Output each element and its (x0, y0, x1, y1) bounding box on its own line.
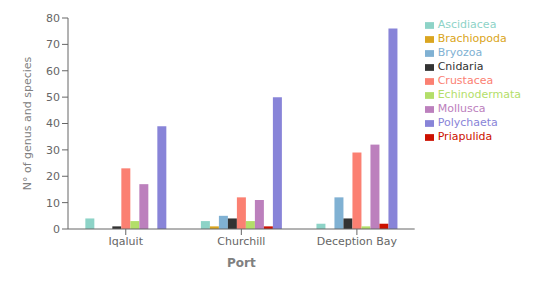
svg-text:60: 60 (46, 65, 60, 78)
svg-text:Deception Bay: Deception Bay (317, 235, 398, 248)
svg-text:0: 0 (53, 223, 60, 236)
svg-text:Iqaluit: Iqaluit (109, 235, 144, 248)
svg-text:20: 20 (46, 170, 60, 183)
html-text:Crustacea: Crustacea (437, 74, 494, 87)
svg-text:30: 30 (46, 144, 60, 157)
html-text:Ascidiacea: Ascidiacea (437, 18, 497, 31)
html-text:Polychaeta: Polychaeta (437, 116, 498, 129)
svg-text:Port: Port (227, 256, 256, 270)
html-text:Bryozoa: Bryozoa (437, 46, 483, 59)
svg-text:70: 70 (46, 38, 60, 51)
svg-text:50: 50 (46, 91, 60, 104)
html-text:Priapulida: Priapulida (437, 130, 493, 143)
html-text:Echinodermata: Echinodermata (437, 88, 521, 101)
html-text:Mollusca: Mollusca (437, 102, 486, 115)
svg-text:10: 10 (46, 197, 60, 210)
svg-text:N° of genus and species: N° of genus and species (21, 56, 34, 190)
svg-text:40: 40 (46, 117, 60, 130)
html-text:Brachiopoda: Brachiopoda (437, 32, 507, 45)
svg-text:Churchill: Churchill (217, 235, 265, 248)
svg-text:80: 80 (46, 12, 60, 25)
html-text:Cnidaria: Cnidaria (437, 60, 484, 73)
